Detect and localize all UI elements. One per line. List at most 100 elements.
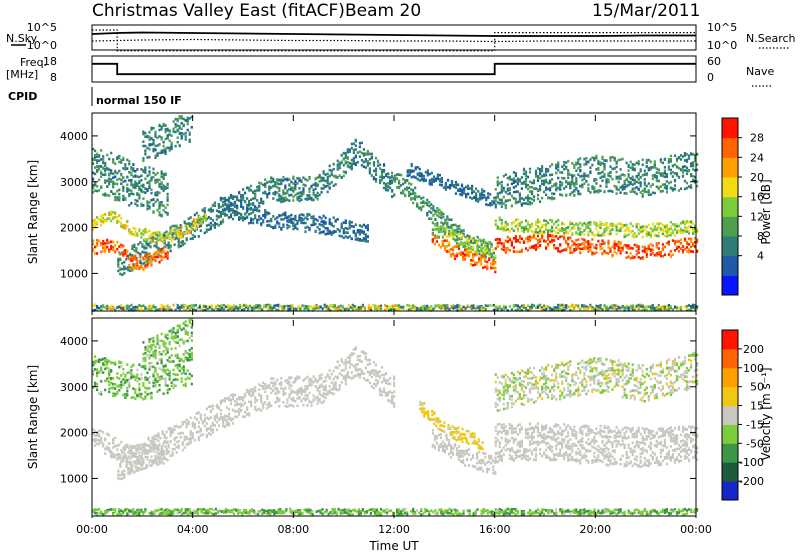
range-cell: [657, 247, 660, 250]
range-cell: [643, 225, 646, 228]
range-cell: [258, 188, 261, 192]
range-cell: [391, 181, 394, 185]
range-cell: [466, 247, 469, 250]
range-cell: [571, 175, 574, 179]
range-cell: [180, 306, 183, 309]
range-cell: [138, 188, 141, 191]
range-cell: [406, 170, 409, 174]
range-cell: [200, 219, 203, 223]
range-cell: [302, 221, 305, 225]
range-cell: [651, 222, 654, 226]
range-cell: [148, 235, 151, 238]
range-cell: [282, 189, 285, 192]
range-cell: [617, 229, 620, 232]
range-cell: [276, 178, 279, 181]
range-cell: [607, 307, 610, 310]
range-cell: [631, 233, 634, 237]
range-cell: [532, 231, 536, 234]
range-cell: [335, 307, 338, 310]
range-cell: [264, 210, 267, 214]
range-cell: [512, 221, 515, 224]
range-cell: [371, 303, 375, 307]
range-cell: [278, 189, 281, 192]
range-cell: [428, 200, 431, 204]
range-cell: [587, 183, 590, 186]
range-cell: [408, 194, 411, 198]
range-cell: [160, 305, 163, 309]
range-cell: [559, 180, 562, 184]
range-cell: [536, 175, 540, 178]
range-cell: [433, 234, 436, 237]
range-cell: [569, 248, 572, 252]
range-cell: [553, 239, 556, 242]
range-cell: [516, 227, 519, 231]
range-cell: [322, 178, 325, 182]
range-cell: [673, 184, 677, 187]
range-cell: [170, 147, 173, 151]
range-cell: [482, 251, 485, 254]
range-cell: [587, 189, 590, 192]
range-cell: [200, 215, 203, 219]
range-cell: [134, 234, 137, 237]
range-cell: [609, 222, 612, 226]
range-cell: [94, 149, 97, 153]
range-cell: [412, 192, 415, 195]
range-cell: [114, 175, 117, 178]
range-cell: [250, 189, 253, 192]
range-cell: [601, 175, 604, 178]
range-cell: [92, 186, 95, 190]
range-cell: [265, 303, 268, 307]
range-cell: [615, 307, 618, 311]
range-cell: [126, 167, 129, 170]
range-cell: [122, 189, 125, 193]
range-cell: [298, 218, 301, 222]
range-cell: [134, 308, 137, 312]
range-cell: [502, 307, 505, 310]
range-cell: [344, 235, 347, 238]
range-cell: [110, 151, 113, 155]
range-cell: [440, 183, 443, 187]
range-cell: [256, 185, 259, 189]
range-cell: [300, 194, 303, 198]
range-cell: [126, 219, 129, 223]
range-cell: [655, 171, 658, 174]
range-cell: [408, 182, 411, 185]
range-cell: [229, 208, 233, 211]
range-cell: [671, 164, 674, 168]
range-cell: [530, 202, 534, 205]
range-cell: [476, 262, 479, 266]
range-cell: [637, 187, 640, 191]
range-cell: [603, 230, 606, 234]
range-cell: [468, 247, 471, 250]
range-cell: [158, 234, 161, 237]
range-cell: [665, 190, 668, 194]
range-cell: [534, 187, 538, 190]
range-cell: [671, 189, 674, 192]
range-cell: [144, 177, 147, 181]
range-cell: [692, 305, 695, 308]
range-cell: [520, 226, 523, 229]
range-cell: [160, 201, 163, 204]
range-cell: [264, 185, 267, 189]
range-cell: [545, 240, 548, 243]
range-cell: [447, 249, 451, 252]
range-cell: [278, 214, 281, 217]
range-cell: [681, 220, 685, 223]
range-cell: [330, 181, 333, 184]
range-cell: [175, 237, 178, 240]
range-cell: [288, 199, 291, 202]
range-cell: [543, 179, 546, 183]
range-cell: [595, 251, 598, 254]
range-cell: [366, 240, 369, 243]
range-cell: [555, 308, 558, 311]
range-cell: [565, 227, 568, 230]
range-cell: [152, 126, 155, 130]
range-cell: [526, 309, 530, 312]
range-cell: [641, 235, 644, 239]
range-cell: [445, 228, 448, 231]
range-cell: [163, 234, 166, 237]
range-cell: [473, 196, 476, 200]
range-cell: [176, 140, 179, 144]
range-cell: [208, 306, 211, 309]
range-cell: [221, 212, 225, 215]
